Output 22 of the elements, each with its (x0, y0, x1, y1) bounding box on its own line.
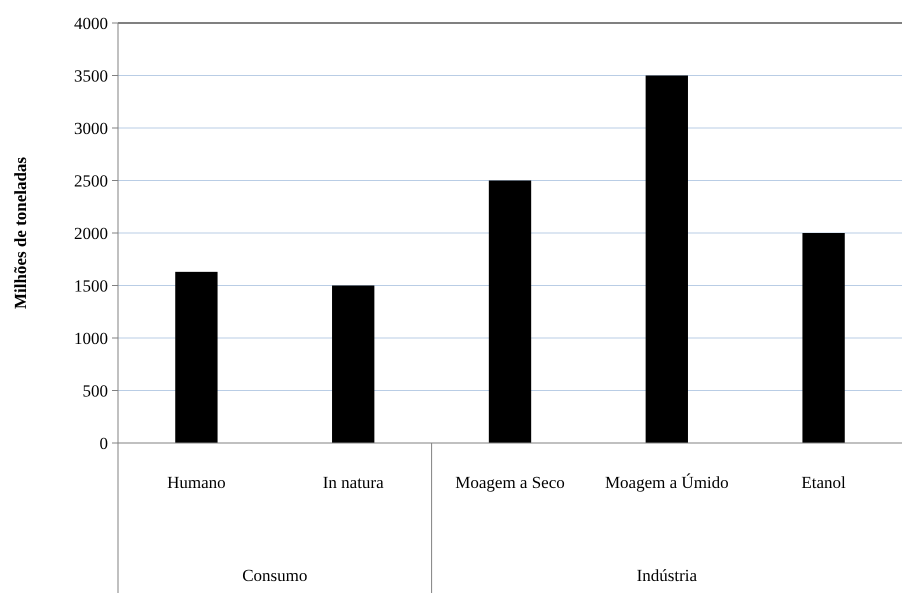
x-tick-label: Moagem a Úmido (604, 473, 729, 492)
bar (646, 76, 688, 443)
y-tick-label: 3500 (74, 66, 108, 86)
x-tick-label: Humano (167, 473, 226, 492)
y-tick-label: 2500 (74, 171, 108, 190)
bar (488, 180, 532, 443)
y-tick-label: 3000 (74, 118, 108, 138)
text: Indústria (636, 566, 698, 585)
y-tick-label: 0 (100, 434, 108, 453)
text: Consumo (242, 566, 308, 585)
y-tick-label: 4000 (74, 14, 108, 33)
y-tick-label: 2000 (74, 224, 108, 243)
bar (332, 286, 374, 443)
y-tick-label: 1500 (74, 276, 108, 296)
x-tick-label: Moagem a Seco (455, 473, 565, 492)
y-tick-label: 500 (82, 381, 108, 400)
x-tick-label: In natura (322, 473, 384, 492)
bar (802, 233, 845, 443)
y-tick-label: 1000 (74, 328, 108, 348)
bar (175, 272, 218, 443)
y-axis-title: Milhões de toneladas (11, 156, 30, 310)
x-tick-label: Etanol (801, 473, 846, 492)
